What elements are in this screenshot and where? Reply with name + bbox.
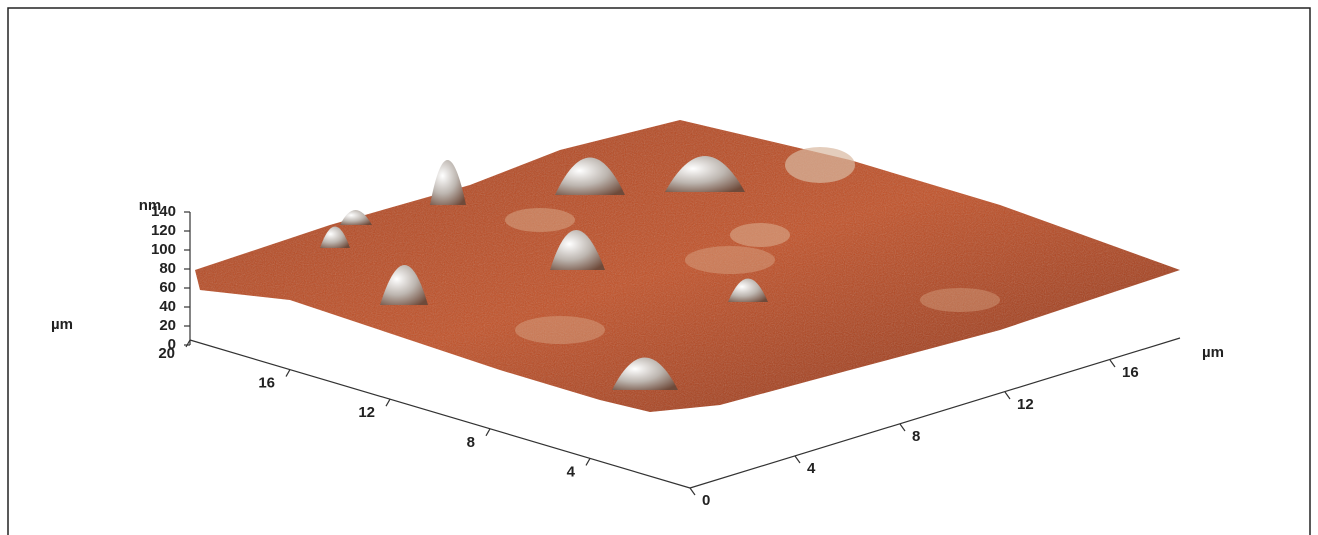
right-tick (1005, 392, 1010, 399)
right-tick-label: 0 (702, 492, 710, 509)
left-axis-unit: µm (51, 316, 73, 333)
z-tick-label: 140 (151, 203, 176, 220)
z-tick-label: 80 (159, 260, 176, 277)
right-tick (900, 424, 905, 431)
right-tick-label: 16 (1122, 364, 1139, 381)
left-tick-label: 4 (567, 463, 576, 480)
z-tick-label: 100 (151, 241, 176, 258)
afm-figure: nm µm µm 0204060801001201402016128404812… (0, 0, 1318, 535)
left-tick (586, 458, 590, 465)
right-tick (1110, 360, 1115, 367)
right-tick (795, 456, 800, 463)
right-axis-unit: µm (1202, 344, 1224, 361)
left-tick-label: 20 (158, 345, 175, 362)
left-tick-label: 16 (258, 375, 275, 392)
right-tick (690, 488, 695, 495)
surface (195, 120, 1180, 412)
z-tick-label: 120 (151, 222, 176, 239)
z-tick-label: 20 (159, 317, 176, 334)
z-tick-label: 60 (159, 279, 176, 296)
right-tick-label: 8 (912, 428, 920, 445)
right-tick-label: 4 (807, 460, 816, 477)
left-tick (386, 399, 390, 406)
z-tick-label: 40 (159, 298, 176, 315)
left-tick (286, 370, 290, 377)
left-tick-label: 12 (358, 404, 375, 421)
left-tick-label: 8 (467, 434, 475, 451)
left-tick (486, 429, 490, 436)
right-tick-label: 12 (1017, 396, 1034, 413)
